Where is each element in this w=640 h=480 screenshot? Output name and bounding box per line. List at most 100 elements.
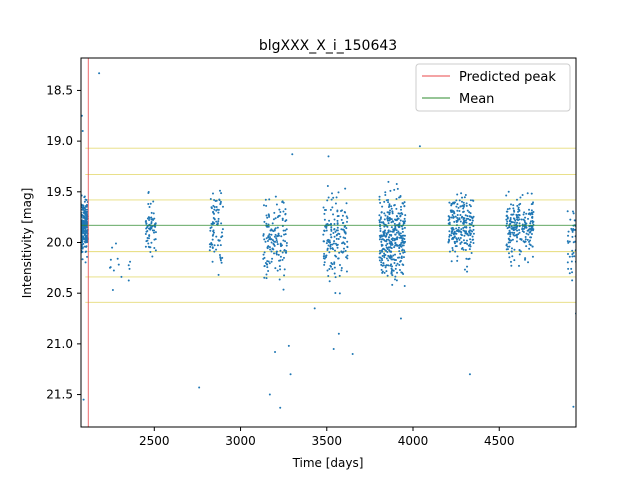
- data-point: [345, 220, 348, 223]
- data-point: [398, 250, 401, 253]
- data-point: [506, 220, 509, 223]
- data-point: [213, 250, 216, 253]
- data-point: [313, 307, 316, 310]
- data-point: [84, 219, 87, 222]
- data-point: [525, 245, 528, 248]
- data-point: [472, 241, 475, 244]
- data-point: [150, 216, 153, 219]
- data-point: [512, 207, 515, 210]
- data-point: [111, 289, 114, 292]
- data-point: [510, 213, 513, 216]
- data-point: [213, 218, 216, 221]
- data-point: [528, 208, 531, 211]
- data-point: [522, 218, 525, 221]
- data-point: [522, 240, 525, 243]
- data-point: [378, 256, 381, 259]
- data-point: [466, 265, 469, 268]
- data-point: [470, 252, 473, 255]
- data-point: [325, 254, 328, 257]
- data-point: [340, 228, 343, 231]
- data-point: [333, 266, 336, 269]
- data-point: [520, 250, 523, 253]
- data-point: [379, 216, 382, 219]
- data-point: [268, 233, 271, 236]
- data-point: [399, 259, 402, 262]
- data-point: [519, 196, 522, 199]
- data-point: [466, 270, 469, 273]
- data-point: [510, 247, 513, 250]
- data-point: [117, 263, 120, 266]
- data-point: [385, 199, 388, 202]
- data-point: [81, 250, 84, 253]
- data-point: [391, 237, 394, 240]
- data-point: [451, 247, 454, 250]
- data-point: [150, 211, 153, 214]
- data-point: [385, 270, 388, 273]
- data-point: [448, 234, 451, 237]
- data-point: [450, 260, 453, 263]
- data-point: [511, 238, 514, 241]
- data-point: [213, 208, 216, 211]
- data-point: [268, 238, 271, 241]
- data-point: [465, 221, 468, 224]
- data-point: [399, 214, 402, 217]
- data-point: [262, 204, 265, 207]
- data-point: [529, 213, 532, 216]
- data-point: [83, 245, 86, 248]
- data-point: [280, 245, 283, 248]
- data-point: [210, 243, 213, 246]
- data-point: [283, 233, 286, 236]
- data-point: [572, 405, 575, 408]
- data-point: [525, 226, 528, 229]
- data-point: [391, 243, 394, 246]
- data-point: [211, 260, 214, 263]
- data-point: [381, 264, 384, 267]
- data-point: [518, 231, 521, 234]
- data-point: [572, 229, 575, 232]
- data-point: [515, 225, 518, 228]
- data-point: [399, 252, 402, 255]
- data-point: [518, 209, 521, 212]
- data-point: [154, 231, 157, 234]
- data-point: [527, 233, 530, 236]
- data-point: [281, 219, 284, 222]
- data-point: [471, 216, 474, 219]
- data-point: [507, 232, 510, 235]
- data-point: [279, 255, 282, 258]
- data-point: [381, 271, 384, 274]
- data-point: [458, 199, 461, 202]
- data-point: [267, 235, 270, 238]
- data-point: [462, 248, 465, 251]
- data-point: [455, 219, 458, 222]
- data-point: [284, 213, 287, 216]
- data-point: [276, 240, 279, 243]
- data-point: [395, 279, 398, 282]
- data-point: [279, 210, 282, 213]
- data-point: [333, 218, 336, 221]
- data-point: [378, 195, 381, 198]
- data-point: [469, 199, 472, 202]
- data-point: [464, 248, 467, 251]
- data-point: [275, 203, 278, 206]
- data-point: [451, 213, 454, 216]
- data-point: [518, 253, 521, 256]
- data-point: [273, 235, 276, 238]
- data-point: [322, 257, 325, 260]
- data-point: [457, 206, 460, 209]
- data-point: [512, 204, 515, 207]
- data-point: [386, 211, 389, 214]
- data-point: [469, 205, 472, 208]
- data-point: [567, 230, 570, 233]
- data-point: [272, 218, 275, 221]
- data-point: [378, 198, 381, 201]
- data-point: [219, 259, 222, 262]
- data-point: [147, 192, 150, 195]
- data-point: [471, 235, 474, 238]
- data-point: [385, 257, 388, 260]
- data-point: [393, 229, 396, 232]
- data-point: [129, 260, 132, 263]
- data-point: [456, 216, 459, 219]
- data-point: [281, 251, 284, 254]
- data-point: [450, 227, 453, 230]
- data-point: [398, 256, 401, 259]
